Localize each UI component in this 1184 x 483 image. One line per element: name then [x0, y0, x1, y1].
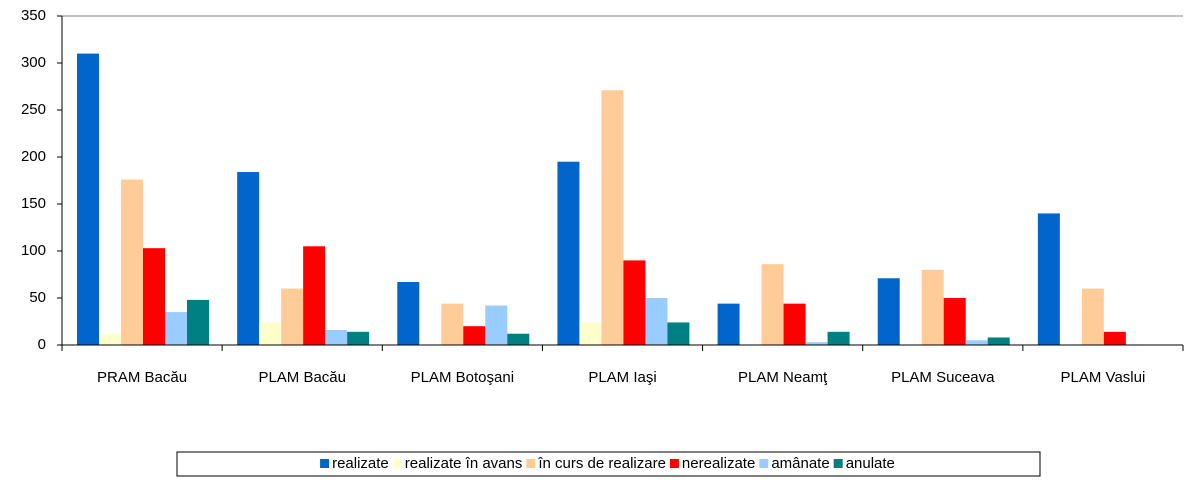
x-tick-label: PLAM Bacău	[258, 369, 346, 386]
bar	[827, 331, 850, 345]
bar	[717, 303, 740, 345]
bar	[143, 248, 165, 345]
bar	[1081, 288, 1104, 345]
bar	[507, 333, 530, 345]
bar	[761, 264, 784, 345]
y-tick-label: 250	[21, 101, 46, 118]
legend-swatch	[669, 459, 679, 468]
legend-swatch	[526, 459, 536, 468]
legend-swatch	[392, 459, 402, 468]
bar	[921, 269, 944, 345]
bar	[965, 340, 988, 345]
bar	[601, 90, 624, 345]
x-tick-label: PLAM Suceava	[891, 369, 995, 386]
x-tick-label: PLAM Neamţ	[738, 369, 828, 386]
bar	[557, 161, 580, 345]
bar	[579, 322, 602, 345]
x-tick-label: PRAM Bacău	[97, 369, 187, 386]
bar	[99, 333, 121, 345]
bar	[943, 298, 966, 345]
bar	[485, 305, 508, 345]
bar	[783, 303, 806, 345]
bar	[987, 337, 1010, 345]
y-tick-label: 100	[21, 242, 46, 259]
legend: realizate realizate în avans în curs de re…	[176, 451, 1041, 477]
bar	[237, 172, 260, 345]
legend-label: realizate	[332, 455, 389, 472]
bar	[187, 299, 209, 345]
bar	[441, 303, 464, 345]
y-tick-label: 200	[21, 148, 46, 165]
bar	[397, 282, 420, 345]
y-tick-label: 350	[21, 7, 46, 24]
bar	[303, 246, 326, 345]
legend-label: în curs de realizare	[537, 455, 666, 472]
x-tick-label: PLAM Iaşi	[588, 369, 656, 386]
bar	[667, 322, 690, 345]
legend-label: nerealizate	[682, 455, 755, 472]
y-tick-label: 300	[21, 54, 46, 71]
x-tick-label: PLAM Vaslui	[1061, 369, 1146, 386]
legend-label: realizate în avans	[405, 455, 523, 472]
bar	[463, 326, 486, 345]
bar	[877, 278, 900, 345]
legend-label: amânate	[771, 455, 829, 472]
bar	[325, 329, 348, 345]
legend-label: anulate	[846, 455, 895, 472]
bar	[1103, 331, 1126, 345]
bar	[347, 331, 370, 345]
bar	[623, 260, 646, 345]
legend-swatch	[759, 459, 769, 468]
y-tick-label: 150	[21, 195, 46, 212]
y-tick-label: 50	[29, 289, 46, 306]
legend-swatch	[833, 459, 843, 468]
bar	[1037, 213, 1060, 345]
bar	[121, 179, 143, 345]
x-tick-label: PLAM Botoşani	[411, 369, 514, 386]
y-tick-label: 0	[38, 336, 46, 353]
legend-swatch	[320, 459, 330, 468]
bar	[259, 322, 282, 345]
bar	[77, 53, 99, 345]
bar	[281, 288, 304, 345]
bar	[645, 298, 668, 345]
bar	[165, 312, 187, 345]
bar	[805, 342, 828, 345]
